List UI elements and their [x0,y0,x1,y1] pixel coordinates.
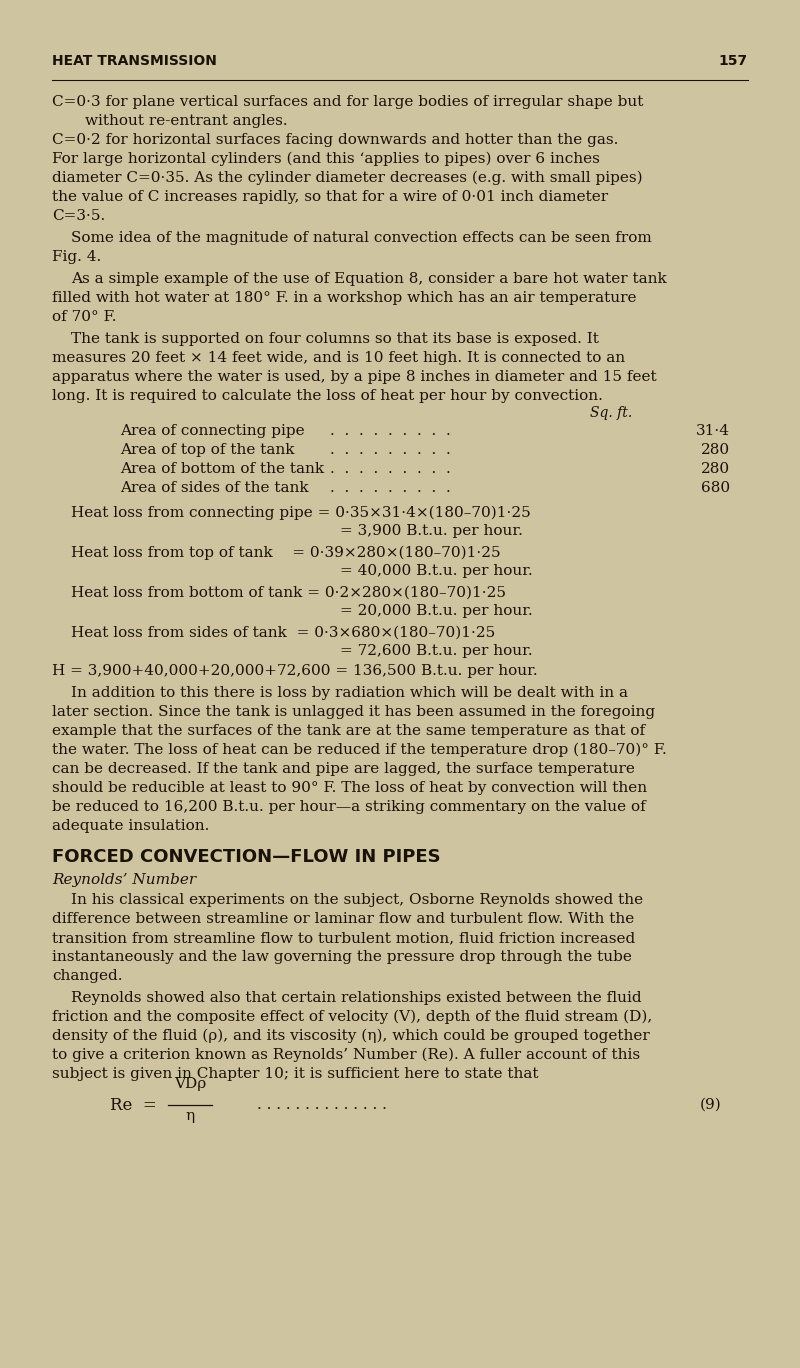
Text: should be reducible at least to 90° F. The loss of heat by convection will then: should be reducible at least to 90° F. T… [52,781,647,795]
Text: In his classical experiments on the subject, Osborne Reynolds showed the: In his classical experiments on the subj… [71,893,643,907]
Text: the value of C increases rapidly, so that for a wire of 0·01 inch diameter: the value of C increases rapidly, so tha… [52,190,608,204]
Text: measures 20 feet × 14 feet wide, and is 10 feet high. It is connected to an: measures 20 feet × 14 feet wide, and is … [52,352,625,365]
Text: Sq. ft.: Sq. ft. [590,406,632,420]
Text: As a simple example of the use of Equation 8, consider a bare hot water tank: As a simple example of the use of Equati… [71,272,666,286]
Text: .  .  .  .  .  .  .  .  .: . . . . . . . . . [330,424,450,438]
Text: = 20,000 B.t.u. per hour.: = 20,000 B.t.u. per hour. [340,605,533,618]
Text: For large horizontal cylinders (and this ‘applies to pipes) over 6 inches: For large horizontal cylinders (and this… [52,152,600,167]
Text: . . . . . . . . . . . . . .: . . . . . . . . . . . . . . [257,1099,387,1112]
Text: = 72,600 B.t.u. per hour.: = 72,600 B.t.u. per hour. [340,644,533,658]
Text: friction and the composite effect of velocity (V), depth of the fluid stream (D): friction and the composite effect of vel… [52,1010,652,1025]
Text: In addition to this there is loss by radiation which will be dealt with in a: In addition to this there is loss by rad… [71,685,628,700]
Text: VDρ: VDρ [174,1077,206,1092]
Text: Area of connecting pipe: Area of connecting pipe [120,424,305,438]
Text: H = 3,900+40,000+20,000+72,600 = 136,500 B.t.u. per hour.: H = 3,900+40,000+20,000+72,600 = 136,500… [52,663,538,679]
Text: Reynolds’ Number: Reynolds’ Number [52,873,196,886]
Text: apparatus where the water is used, by a pipe 8 inches in diameter and 15 feet: apparatus where the water is used, by a … [52,369,657,384]
Text: .  .  .  .  .  .  .  .  .: . . . . . . . . . [330,482,450,495]
Text: example that the surfaces of the tank are at the same temperature as that of: example that the surfaces of the tank ar… [52,724,645,737]
Text: = 40,000 B.t.u. per hour.: = 40,000 B.t.u. per hour. [340,564,533,579]
Text: Heat loss from top of tank    = 0·39×280×(180–70)1·25: Heat loss from top of tank = 0·39×280×(1… [71,546,501,561]
Text: 280: 280 [701,462,730,476]
Text: Reynolds showed also that certain relationships existed between the fluid: Reynolds showed also that certain relati… [71,990,642,1005]
Text: .  .  .  .  .  .  .  .  .: . . . . . . . . . [330,462,450,476]
Text: C=0·3 for plane vertical surfaces and for large bodies of irregular shape but: C=0·3 for plane vertical surfaces and fo… [52,94,643,109]
Text: transition from streamline flow to turbulent motion, fluid friction increased: transition from streamline flow to turbu… [52,932,635,945]
Text: the water. The loss of heat can be reduced if the temperature drop (180–70)° F.: the water. The loss of heat can be reduc… [52,743,666,758]
Text: FORCED CONVECTION—FLOW IN PIPES: FORCED CONVECTION—FLOW IN PIPES [52,848,441,866]
Text: 680: 680 [701,482,730,495]
Text: Area of top of the tank: Area of top of the tank [120,443,294,457]
Text: Heat loss from bottom of tank = 0·2×280×(180–70)1·25: Heat loss from bottom of tank = 0·2×280×… [71,586,506,601]
Text: (9): (9) [700,1099,722,1112]
Text: to give a criterion known as Reynolds’ Number (Re). A fuller account of this: to give a criterion known as Reynolds’ N… [52,1048,640,1063]
Text: Area of bottom of the tank: Area of bottom of the tank [120,462,324,476]
Text: instantaneously and the law governing the pressure drop through the tube: instantaneously and the law governing th… [52,949,632,964]
Text: subject is given in Chapter 10; it is sufficient here to state that: subject is given in Chapter 10; it is su… [52,1067,538,1081]
Text: can be decreased. If the tank and pipe are lagged, the surface temperature: can be decreased. If the tank and pipe a… [52,762,635,776]
Text: Re  =: Re = [110,1097,157,1114]
Text: without re-entrant angles.: without re-entrant angles. [85,114,288,129]
Text: filled with hot water at 180° F. in a workshop which has an air temperature: filled with hot water at 180° F. in a wo… [52,291,637,305]
Text: Some idea of the magnitude of natural convection effects can be seen from: Some idea of the magnitude of natural co… [71,231,652,245]
Text: of 70° F.: of 70° F. [52,311,117,324]
Text: C=3·5.: C=3·5. [52,209,106,223]
Text: 280: 280 [701,443,730,457]
Text: adequate insulation.: adequate insulation. [52,819,210,833]
Text: 31·4: 31·4 [696,424,730,438]
Text: The tank is supported on four columns so that its base is exposed. It: The tank is supported on four columns so… [71,332,599,346]
Text: Fig. 4.: Fig. 4. [52,250,102,264]
Text: density of the fluid (ρ), and its viscosity (η), which could be grouped together: density of the fluid (ρ), and its viscos… [52,1029,650,1044]
Text: be reduced to 16,200 B.t.u. per hour—a striking commentary on the value of: be reduced to 16,200 B.t.u. per hour—a s… [52,800,646,814]
Text: η: η [186,1109,194,1123]
Text: long. It is required to calculate the loss of heat per hour by convection.: long. It is required to calculate the lo… [52,389,603,404]
Text: changed.: changed. [52,969,122,984]
Text: C=0·2 for horizontal surfaces facing downwards and hotter than the gas.: C=0·2 for horizontal surfaces facing dow… [52,133,618,146]
Text: Area of sides of the tank: Area of sides of the tank [120,482,309,495]
Text: .  .  .  .  .  .  .  .  .: . . . . . . . . . [330,443,450,457]
Text: Heat loss from connecting pipe = 0·35×31·4×(180–70)1·25: Heat loss from connecting pipe = 0·35×31… [71,506,530,520]
Text: diameter C=0·35. As the cylinder diameter decreases (e.g. with small pipes): diameter C=0·35. As the cylinder diamete… [52,171,642,186]
Text: HEAT TRANSMISSION: HEAT TRANSMISSION [52,53,217,68]
Text: Heat loss from sides of tank  = 0·3×680×(180–70)1·25: Heat loss from sides of tank = 0·3×680×(… [71,627,495,640]
Text: 157: 157 [719,53,748,68]
Text: difference between streamline or laminar flow and turbulent flow. With the: difference between streamline or laminar… [52,912,634,926]
Text: later section. Since the tank is unlagged it has been assumed in the foregoing: later section. Since the tank is unlagge… [52,705,655,720]
Text: = 3,900 B.t.u. per hour.: = 3,900 B.t.u. per hour. [340,524,523,538]
